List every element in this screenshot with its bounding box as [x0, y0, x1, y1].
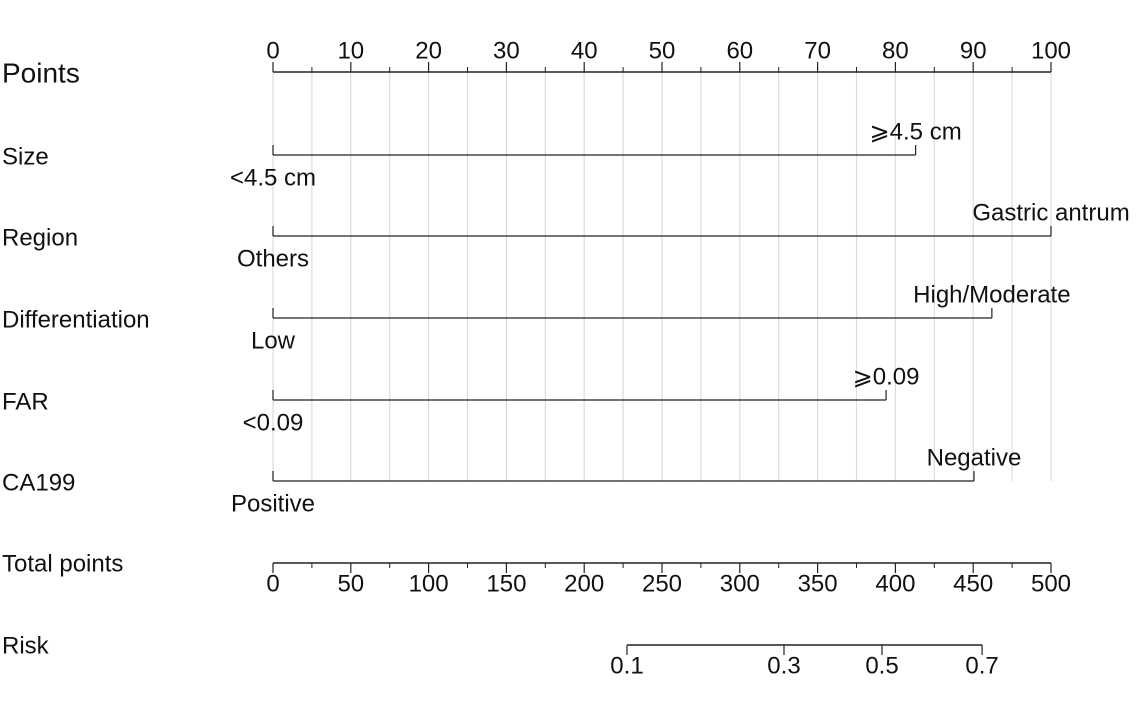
- variable-name: Region: [2, 224, 78, 251]
- tick-label: 500: [1031, 570, 1071, 597]
- tick-label: 90: [960, 37, 987, 64]
- tick-label: 150: [486, 570, 526, 597]
- tick-label: 0: [266, 570, 279, 597]
- axis-label: Risk: [2, 632, 50, 659]
- tick-label: 50: [337, 570, 364, 597]
- level-label: Others: [237, 245, 309, 272]
- tick-label: 0.5: [865, 652, 898, 679]
- tick-label: 250: [642, 570, 682, 597]
- tick-label: 0: [266, 37, 279, 64]
- tick-label: 70: [804, 37, 831, 64]
- variable-name: FAR: [2, 388, 49, 415]
- variable-name: Differentiation: [2, 306, 150, 333]
- tick-label: 20: [415, 37, 442, 64]
- tick-label: 60: [726, 37, 753, 64]
- level-label: Negative: [927, 444, 1022, 471]
- variable-name: CA199: [2, 469, 75, 496]
- level-label: <4.5 cm: [230, 164, 316, 191]
- tick-label: 300: [720, 570, 760, 597]
- tick-label: 400: [875, 570, 915, 597]
- level-label: ⩾0.09: [853, 363, 920, 390]
- tick-label: 0.7: [965, 652, 998, 679]
- level-label: <0.09: [243, 409, 304, 436]
- tick-label: 30: [493, 37, 520, 64]
- tick-label: 0.1: [610, 652, 643, 679]
- level-label: Low: [251, 327, 296, 354]
- variable-name: Size: [2, 143, 49, 170]
- tick-label: 80: [882, 37, 909, 64]
- tick-label: 40: [571, 37, 598, 64]
- level-label: Positive: [231, 490, 315, 517]
- tick-label: 200: [564, 570, 604, 597]
- tick-label: 0.3: [767, 652, 800, 679]
- tick-label: 350: [798, 570, 838, 597]
- axis-label: Total points: [2, 550, 123, 577]
- level-label: High/Moderate: [913, 281, 1070, 308]
- tick-label: 100: [409, 570, 449, 597]
- level-label: ⩾4.5 cm: [870, 118, 962, 145]
- axis-label: Points: [2, 57, 80, 88]
- tick-label: 100: [1031, 37, 1071, 64]
- tick-label: 450: [953, 570, 993, 597]
- level-label: Gastric antrum: [972, 199, 1129, 226]
- tick-label: 10: [337, 37, 364, 64]
- tick-label: 50: [649, 37, 676, 64]
